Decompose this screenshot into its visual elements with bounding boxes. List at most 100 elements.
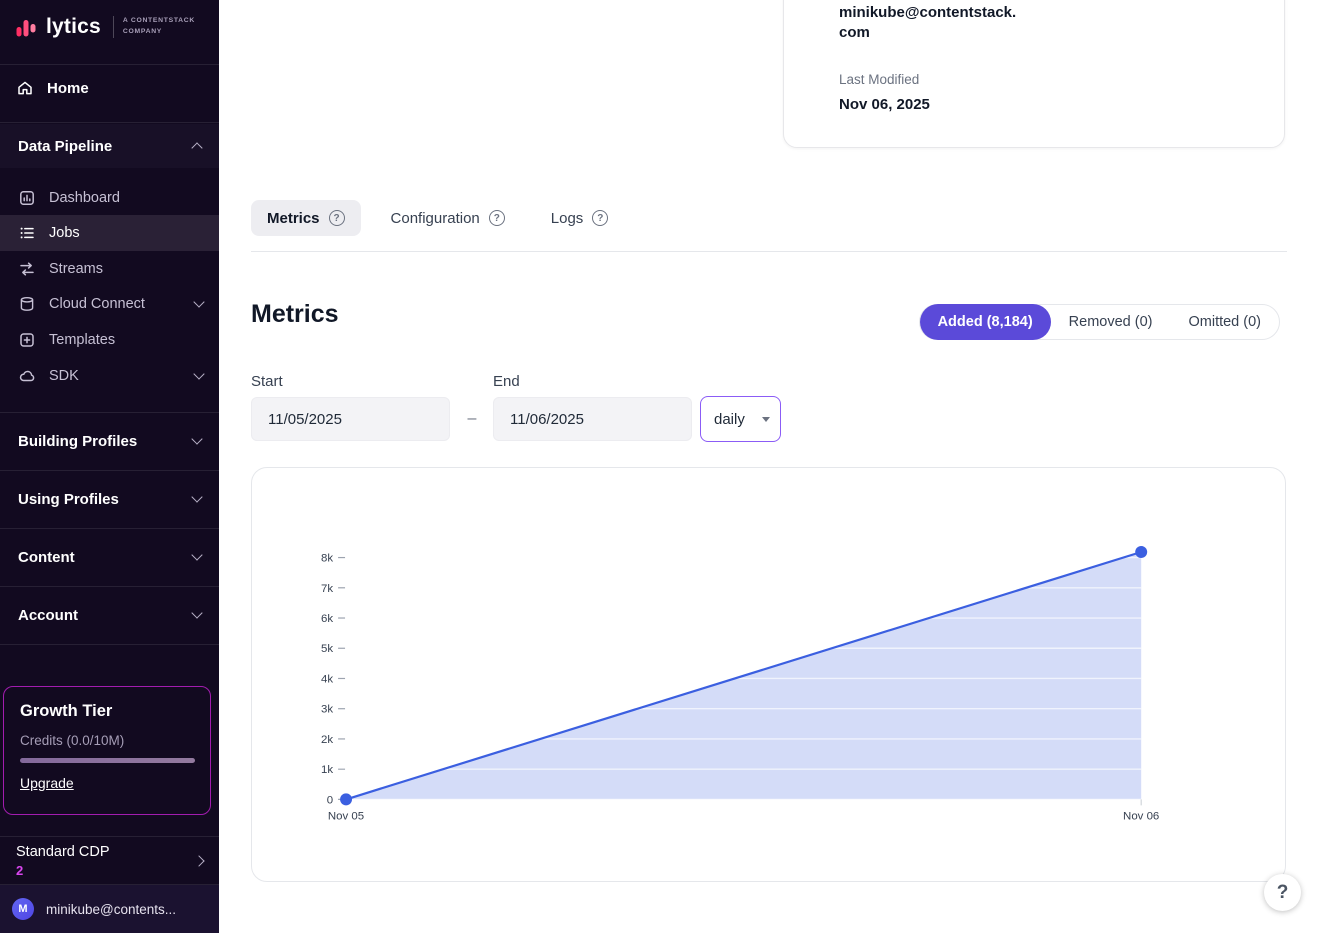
sidebar-item-sdk[interactable]: SDK [0,358,219,394]
help-button[interactable]: ? [1264,874,1301,911]
nav-item-label: Templates [49,332,116,348]
lytics-logo-icon [16,20,36,37]
growth-tier-card: Growth Tier Credits (0.0/10M) Upgrade [3,686,211,815]
section-label: Using Profiles [18,490,119,508]
page-title: Metrics [251,300,339,328]
tab-configuration[interactable]: Configuration ? [375,200,521,236]
job-tabs: Metrics ? Configuration ? Logs ? [251,200,624,236]
chevron-right-icon [193,854,205,867]
nav-item-label: Dashboard [49,190,120,206]
chevron-down-icon [193,296,205,308]
sidebar-item-templates[interactable]: Templates [0,322,219,358]
svg-text:1k: 1k [321,764,333,776]
tab-label: Metrics [267,209,320,227]
svg-text:8k: 8k [321,553,333,565]
upgrade-link[interactable]: Upgrade [20,775,74,791]
sdk-icon [19,370,35,382]
svg-text:5k: 5k [321,643,333,655]
divider [0,470,219,471]
chevron-down-icon [191,433,203,445]
section-label: Account [18,606,78,624]
divider [0,836,219,837]
nav-item-label: Jobs [49,225,80,241]
user-menu[interactable]: M minikube@contents... [0,885,219,933]
end-date-input[interactable] [493,397,692,441]
interval-dropdown[interactable]: daily [700,396,781,442]
tab-metrics[interactable]: Metrics ? [251,200,361,236]
sidebar-item-jobs[interactable]: Jobs [0,215,219,251]
sidebar-item-cloud-connect[interactable]: Cloud Connect [0,286,219,322]
brand-subtitle-line2: COMPANY [122,28,163,35]
divider [0,884,219,885]
home-label: Home [47,79,89,97]
plan-switcher[interactable]: Standard CDP 2 [0,837,219,884]
interval-value: daily [714,410,745,428]
plan-name: Standard CDP [16,843,110,860]
home-icon [18,81,32,95]
question-icon: ? [592,210,609,226]
section-label: Data Pipeline [18,137,113,155]
jobs-icon [20,227,34,239]
brand-subtitle-line1: A CONTENTSTACK [122,17,196,25]
nav-item-label: SDK [49,368,79,384]
segment-omitted[interactable]: Omitted (0) [1188,314,1261,330]
nav-item-label: Streams [49,261,103,277]
sidebar-section-account[interactable]: Account [0,593,219,637]
credits-progress-bar [20,758,195,763]
divider [0,64,219,65]
start-date-input[interactable] [251,397,450,441]
end-label: End [493,373,520,390]
lytics-logo[interactable]: lytics A CONTENTSTACK COMPANY [14,15,195,39]
user-email: minikube@contents... [46,901,177,917]
job-owner-email-line1: minikube@contentstack. [839,4,1017,21]
svg-text:Nov 05: Nov 05 [328,810,364,822]
segment-removed[interactable]: Removed (0) [1068,314,1153,330]
sidebar-section-content[interactable]: Content [0,535,219,579]
tab-label: Configuration [390,209,480,227]
divider [0,528,219,529]
tier-credits: Credits (0.0/10M) [20,733,125,748]
sidebar-section-data-pipeline[interactable]: Data Pipeline [0,124,219,168]
segment-added[interactable]: Added (8,184) [919,304,1051,340]
dashboard-icon [20,191,34,205]
range-separator: – [467,410,477,427]
sidebar-item-streams[interactable]: Streams [0,251,219,287]
templates-icon [20,333,34,347]
metrics-chart: 8k 7k 6k 5k 4k 3k 2k 1k 0 Nov 05 Nov 06 [321,546,1159,822]
question-icon: ? [488,210,505,226]
svg-text:7k: 7k [321,583,333,595]
svg-text:2k: 2k [321,734,333,746]
tab-logs[interactable]: Logs ? [535,200,625,236]
plan-count: 2 [16,862,24,878]
sidebar: lytics A CONTENTSTACK COMPANY Home Data … [0,0,219,933]
sidebar-item-dashboard[interactable]: Dashboard [0,180,219,216]
section-label: Building Profiles [18,432,138,450]
sidebar-section-using-profiles[interactable]: Using Profiles [0,477,219,521]
chevron-down-icon [193,368,205,380]
caret-down-icon [762,416,770,422]
divider [0,644,219,645]
tier-title: Growth Tier [20,702,113,720]
start-label: Start [251,373,283,390]
section-label: Content [18,548,75,566]
svg-text:0: 0 [327,794,333,806]
job-owner-email-line2: com [839,24,870,42]
last-modified-value: Nov 06, 2025 [839,95,930,113]
last-modified-label: Last Modified [839,71,920,87]
sidebar-section-building-profiles[interactable]: Building Profiles [0,419,219,463]
divider [0,122,219,123]
avatar: M [12,898,34,920]
question-icon: ? [328,210,345,226]
cloud-connect-icon [20,297,34,311]
chevron-down-icon [191,549,203,561]
svg-text:3k: 3k [321,704,333,716]
chevron-down-icon [191,491,203,503]
divider [251,251,1287,252]
brand-name: lytics [46,15,101,38]
chevron-down-icon [191,607,203,619]
sidebar-item-home[interactable]: Home [0,66,219,110]
svg-text:6k: 6k [321,613,333,625]
svg-text:Nov 06: Nov 06 [1123,810,1159,822]
streams-icon [20,262,34,276]
job-details-card: minikube@contentstack. com Last Modified… [783,0,1285,148]
